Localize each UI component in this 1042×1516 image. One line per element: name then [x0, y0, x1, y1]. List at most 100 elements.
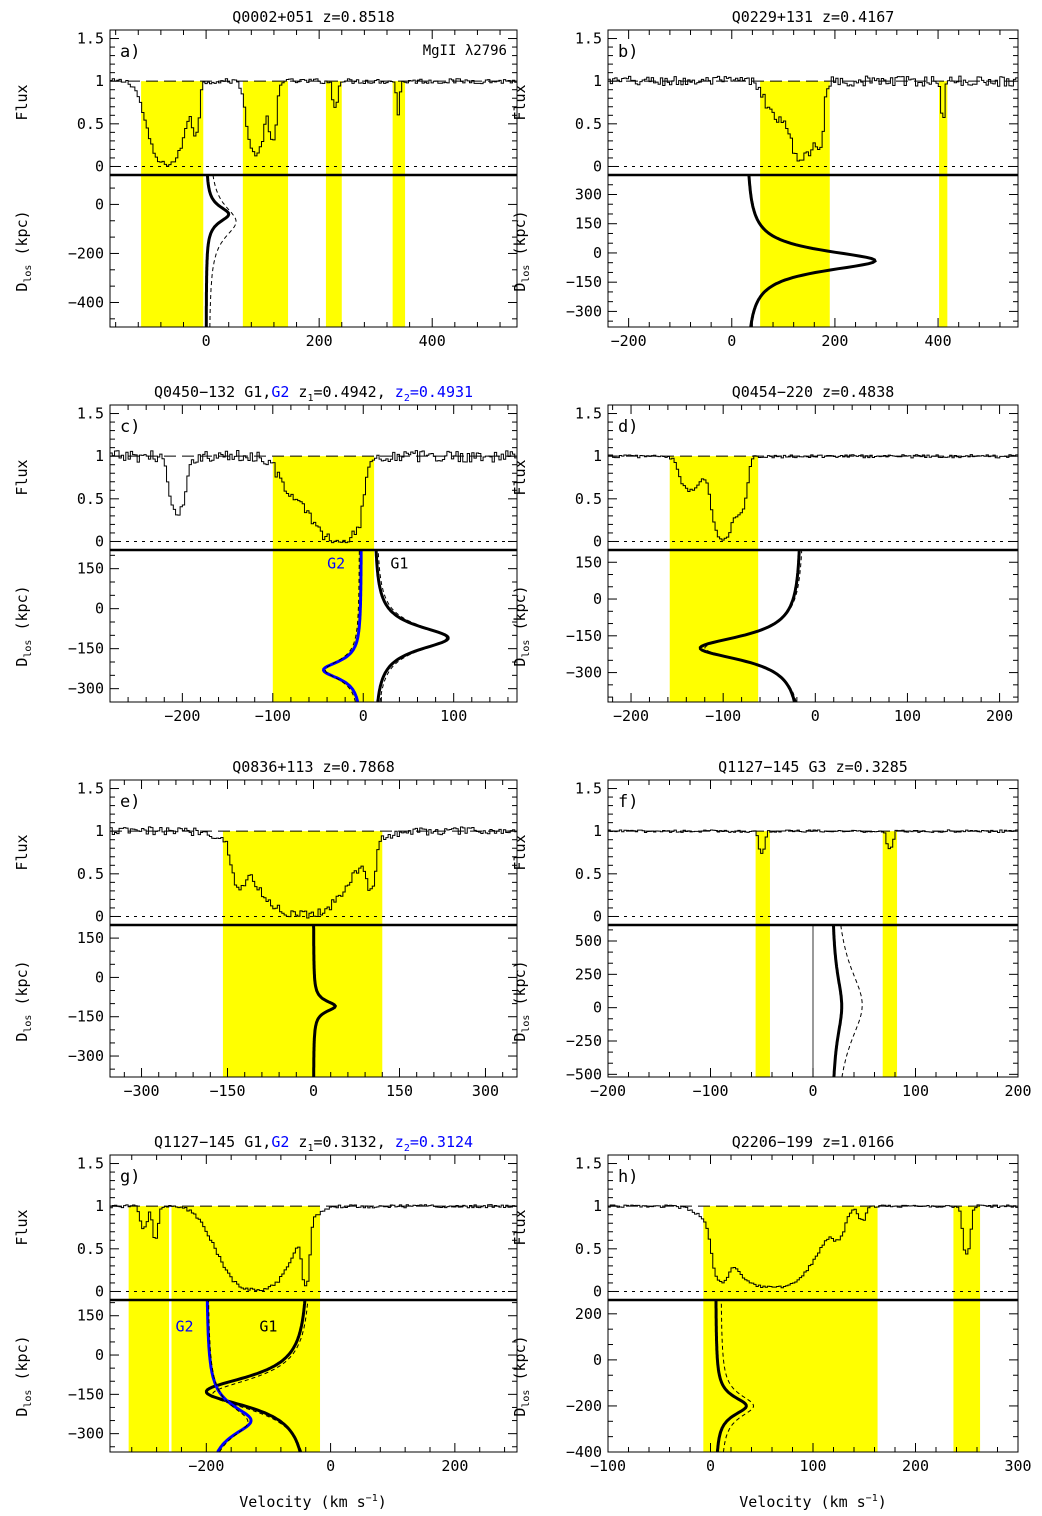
title-z1: z	[289, 383, 307, 401]
dlos-y-label-main: D	[511, 1033, 529, 1042]
dlos-model-curve-0	[831, 924, 844, 1077]
plot-area	[110, 1204, 517, 1452]
x-axis-label-text: Velocity (km s	[239, 1493, 365, 1511]
x-tick-label: 100	[799, 1457, 826, 1475]
panel-h: −100 0 100 200 300 0 0.5 1 1.5 −400 −200 0 200 Flux Dl…	[511, 1133, 1032, 1475]
flux-y-tick-label: 1	[593, 72, 602, 90]
x-axis-label-left: Velocity (km s−1)	[239, 1493, 387, 1511]
dlos-shaded-region-1	[882, 925, 898, 1077]
flux-y-tick-label: 1	[95, 1197, 104, 1215]
flux-y-tick-label: 0.5	[77, 490, 104, 508]
panel-title: Q0450−132 G1,G2 z1=0.4942, z2=0.4931	[154, 383, 473, 404]
flux-y-label: Flux	[511, 834, 529, 870]
dlos-y-tick-label: 150	[77, 560, 104, 578]
x-tick-label: 0	[811, 707, 820, 725]
plot-area	[608, 829, 1018, 1077]
flux-shaded-region-0	[760, 81, 830, 175]
curve-label-g1: G1	[390, 555, 408, 573]
dlos-y-label-main: D	[511, 1408, 529, 1417]
dlos-model-curve-0	[312, 925, 338, 1077]
x-tick-label: −100	[590, 1457, 626, 1475]
panel-frame	[607, 404, 1019, 703]
title-z2-val: =0.4931	[410, 383, 473, 401]
dlos-y-label: Dlos (kpc)	[13, 585, 34, 666]
dlos-y-label-sub: los	[23, 640, 34, 658]
title-z2-sub: 2	[404, 393, 410, 404]
title-g2: G2	[271, 1133, 289, 1151]
flux-y-tick-label: 1.5	[77, 405, 104, 423]
dlos-y-tick-label: −300	[68, 1047, 104, 1065]
flux-y-tick-label: 1	[95, 822, 104, 840]
panel-label: h)	[618, 1167, 638, 1187]
x-tick-label: 0	[727, 332, 736, 350]
title-z1-sub: 1	[307, 1143, 313, 1154]
flux-y-tick-label: 0.5	[77, 865, 104, 883]
flux-y-tick-label: 0.5	[77, 115, 104, 133]
x-tick-label: −100	[705, 707, 741, 725]
x-tick-label: 0	[309, 1082, 318, 1100]
plot-area	[110, 826, 517, 1077]
x-tick-label: 200	[441, 1457, 468, 1475]
dlos-y-tick-label: 0	[593, 590, 602, 608]
panel-label: e)	[120, 792, 140, 812]
flux-y-tick-label: 0	[593, 532, 602, 550]
dlos-shaded-region-1	[953, 1300, 981, 1452]
dlos-y-tick-label: −500	[566, 1065, 602, 1083]
plot-area	[608, 75, 1018, 327]
title-main: Q1127−145 G1,	[154, 1133, 271, 1151]
dlos-y-tick-label: −200	[68, 244, 104, 262]
dlos-y-tick-label: 250	[575, 965, 602, 983]
dlos-shaded-region-0	[272, 550, 375, 702]
flux-shaded-region-2	[325, 81, 342, 175]
dlos-shaded-region-0	[760, 175, 830, 327]
dlos-shaded-region-0	[222, 925, 383, 1077]
x-tick-label: 200	[306, 332, 333, 350]
title-z2: z	[395, 383, 404, 401]
dlos-model-curve-3	[208, 1300, 249, 1452]
x-tick-label: −200	[613, 707, 649, 725]
x-tick-label: 150	[386, 1082, 413, 1100]
flux-y-tick-label: 0.5	[575, 115, 602, 133]
flux-y-label: Flux	[13, 1209, 31, 1245]
dlos-model-curve-1	[840, 924, 863, 1077]
x-tick-label: 0	[359, 707, 368, 725]
x-tick-label: 100	[902, 1082, 929, 1100]
dlos-y-label: Dlos (kpc)	[13, 960, 34, 1041]
dlos-y-label: Dlos (kpc)	[511, 585, 532, 666]
flux-y-tick-label: 0	[95, 532, 104, 550]
dlos-y-label-sub: los	[521, 1015, 532, 1033]
x-tick-label: 100	[894, 707, 921, 725]
x-tick-label: 0	[326, 1457, 335, 1475]
dlos-y-tick-label: 0	[95, 1346, 104, 1364]
x-tick-label: 200	[1004, 1082, 1031, 1100]
flux-y-label: Flux	[511, 459, 529, 495]
x-axis-label-text: Velocity (km s	[739, 1493, 865, 1511]
panel-g: G1 G2 −200 0 200 0 0.5 1 1.5 −300 −150 0 150 Flux Dlos…	[13, 1133, 518, 1475]
dlos-y-label-main: D	[13, 1408, 31, 1417]
dlos-y-label-unit: (kpc)	[511, 960, 529, 1014]
flux-y-tick-label: 0	[95, 907, 104, 925]
dlos-y-tick-label: −150	[68, 1008, 104, 1026]
panel-title: Q2206−199 z=1.0166	[732, 1133, 895, 1151]
panel-frame	[607, 29, 1019, 328]
dlos-model-curve-0	[204, 174, 231, 327]
x-tick-label: −200	[611, 332, 647, 350]
panel-frame	[109, 404, 518, 703]
flux-y-label: Flux	[511, 84, 529, 120]
x-tick-label: −200	[590, 1082, 626, 1100]
flux-y-tick-label: 1.5	[575, 780, 602, 798]
title-z1-val: =0.3132,	[314, 1133, 395, 1151]
dlos-model-curve-1	[720, 1300, 755, 1452]
dlos-shaded-region-0	[669, 550, 759, 702]
dlos-y-tick-label: −200	[566, 1397, 602, 1415]
curve-label-g2: G2	[327, 555, 345, 573]
x-tick-label: 0	[808, 1082, 817, 1100]
x-tick-label: −150	[209, 1082, 245, 1100]
plot-area	[608, 1204, 1018, 1452]
dlos-model-curve-0	[204, 1299, 307, 1452]
panel-title: Q0836+113 z=0.7868	[232, 758, 395, 776]
panel-d: −200 −100 0 100 200 0 0.5 1 1.5 −300 −150 0 150 Flux D…	[511, 383, 1019, 725]
flux-y-tick-label: 0.5	[575, 490, 602, 508]
x-tick-label: 200	[902, 1457, 929, 1475]
flux-y-tick-label: 1.5	[575, 30, 602, 48]
